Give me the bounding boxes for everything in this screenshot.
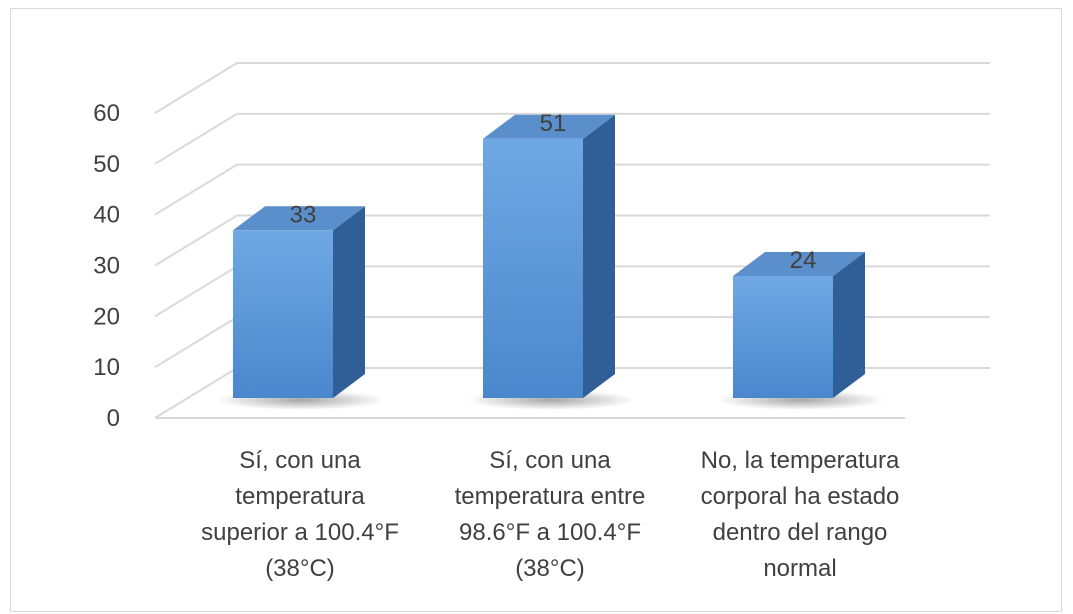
category-label-line: (38°C) — [515, 555, 585, 582]
bar-side — [833, 252, 865, 398]
category-label-line: No, la temperatura — [701, 447, 900, 474]
category-label-line: normal — [763, 555, 836, 582]
chart-area — [10, 8, 1062, 612]
category-label-line: temperatura entre — [455, 483, 646, 510]
category-label-line: superior a 100.4°F — [201, 519, 399, 546]
bar-front — [483, 138, 583, 398]
bar-front — [733, 276, 833, 398]
bar — [216, 206, 386, 410]
category-label-line: dentro del rango — [713, 519, 888, 546]
gridline — [154, 112, 990, 165]
gridline — [154, 214, 990, 267]
y-tick-label: 20 — [93, 303, 120, 330]
y-tick-label: 40 — [93, 202, 120, 229]
category-label-line: (38°C) — [265, 555, 335, 582]
gridline — [154, 62, 990, 114]
bar-top — [733, 252, 865, 276]
category-label-line: 98.6°F a 100.4°F — [459, 519, 641, 546]
bar-side — [333, 206, 365, 398]
y-tick-label: 0 — [107, 405, 120, 432]
category-label-line: corporal ha estado — [701, 483, 900, 510]
bar — [716, 252, 886, 410]
bar-side — [583, 114, 615, 398]
gridline — [154, 163, 990, 216]
bar-top — [483, 114, 615, 139]
category-label-line: Sí, con una — [239, 447, 361, 474]
y-tick-label: 30 — [93, 253, 120, 280]
y-axis-tick-labels: 0 10 20 30 40 50 60 — [93, 100, 120, 432]
category-label-line: temperatura — [235, 483, 365, 510]
bar — [466, 114, 636, 410]
data-label: 33 — [290, 201, 317, 228]
data-label: 24 — [790, 247, 817, 274]
x-axis-category-labels: Sí, con una temperatura superior a 100.4°F… — [201, 447, 900, 582]
y-tick-label: 60 — [93, 100, 120, 127]
data-labels: 33 51 24 — [290, 110, 817, 274]
data-label: 51 — [540, 110, 567, 137]
bar-front — [233, 230, 333, 398]
y-tick-label: 10 — [93, 354, 120, 381]
bars — [216, 114, 886, 410]
bar-top — [233, 206, 365, 231]
y-tick-label: 50 — [93, 151, 120, 178]
category-label-line: Sí, con una — [489, 447, 611, 474]
